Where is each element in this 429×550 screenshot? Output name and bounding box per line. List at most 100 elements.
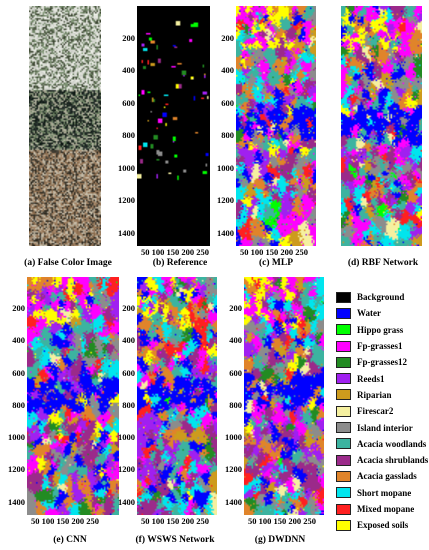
legend-item: Mixed mopane <box>336 501 428 517</box>
legend-swatch <box>336 438 351 450</box>
legend-swatch <box>336 340 351 352</box>
legend-label: Background <box>357 292 405 303</box>
y-tick-label: 600 <box>122 367 135 378</box>
legend-item: Reeds1 <box>336 370 428 386</box>
x-tick-labels: 50 100 150 200 250 <box>141 247 209 257</box>
legend-item: Firescar2 <box>336 403 428 419</box>
legend-item: Acacia shrublands <box>336 452 428 468</box>
map-image-e <box>27 277 119 515</box>
legend-item: Fp-grasses12 <box>336 354 428 370</box>
legend-item: Island interior <box>336 419 428 435</box>
legend: Background Water Hippo grass Fp-grasses1 Fp-… <box>336 289 428 533</box>
y-tick-label: 1200 <box>225 464 242 475</box>
legend-label: Firescar2 <box>357 406 394 417</box>
legend-label: Fp-grasses1 <box>357 341 403 352</box>
legend-item: Fp-grasses1 <box>336 338 428 354</box>
legend-label: Reeds1 <box>357 373 385 384</box>
legend-swatch <box>336 422 351 434</box>
map-panel-c <box>236 6 316 246</box>
x-tick-labels: 50 100 150 200 250 <box>31 516 99 526</box>
caption-g: (g) DWDNN <box>254 535 306 545</box>
y-tick-label: 200 <box>221 32 234 43</box>
legend-swatch <box>336 519 351 531</box>
y-tick-label: 1200 <box>217 195 234 206</box>
y-tick-label: 1000 <box>8 432 25 443</box>
y-tick-label: 1000 <box>217 162 234 173</box>
legend-label: Riparian <box>357 389 392 400</box>
map-image-f <box>137 277 217 515</box>
y-tick-label: 1400 <box>217 227 234 238</box>
y-tick-label: 800 <box>221 130 234 141</box>
x-tick-labels: 50 100 150 200 250 <box>141 516 209 526</box>
legend-swatch <box>336 470 351 482</box>
y-tick-label: 400 <box>12 335 25 346</box>
caption-e: (e) CNN <box>53 535 87 545</box>
legend-item: Hippo grass <box>336 322 428 338</box>
legend-swatch <box>336 454 351 466</box>
y-tick-label: 200 <box>122 303 135 314</box>
legend-item: Acacia gasslads <box>336 468 428 484</box>
caption-c: (c) MLP <box>258 258 294 268</box>
legend-label: Acacia woodlands <box>357 438 427 449</box>
y-tick-label: 1200 <box>118 464 135 475</box>
legend-swatch <box>336 405 351 417</box>
y-tick-label: 1000 <box>118 162 135 173</box>
map-image-g <box>244 277 324 515</box>
y-tick-label: 600 <box>221 97 234 108</box>
y-tick-label: 1400 <box>118 496 135 507</box>
legend-label: Island interior <box>357 422 413 433</box>
y-tick-label: 800 <box>122 130 135 141</box>
y-tick-label: 1400 <box>118 227 135 238</box>
y-tick-label: 1000 <box>118 432 135 443</box>
caption-d: (d) RBF Network <box>347 258 419 268</box>
y-tick-label: 200 <box>12 303 25 314</box>
legend-item: Background <box>336 289 428 305</box>
legend-swatch <box>336 324 351 336</box>
caption-b: (b) Reference <box>152 258 208 268</box>
y-tick-label: 1400 <box>225 496 242 507</box>
x-tick-labels: 50 100 150 200 250 <box>240 247 308 257</box>
y-tick-label: 600 <box>229 367 242 378</box>
legend-swatch <box>336 356 351 368</box>
map-image-a <box>29 6 101 246</box>
legend-label: Short mopane <box>357 487 412 498</box>
map-panel-g <box>244 277 324 515</box>
map-image-b <box>137 6 210 246</box>
legend-item: Acacia woodlands <box>336 436 428 452</box>
legend-swatch <box>336 487 351 499</box>
map-panel-b <box>137 6 210 246</box>
map-panel-a <box>29 6 101 246</box>
y-tick-label: 1200 <box>118 195 135 206</box>
y-tick-label: 400 <box>122 65 135 76</box>
y-tick-label: 800 <box>12 399 25 410</box>
y-tick-label: 400 <box>122 335 135 346</box>
y-tick-label: 600 <box>122 97 135 108</box>
map-panel-e <box>27 277 119 515</box>
legend-label: Fp-grasses12 <box>357 357 407 368</box>
map-image-d <box>341 6 422 246</box>
caption-f: (f) WSWS Network <box>135 535 215 545</box>
caption-a: (a) False Color Image <box>24 258 112 268</box>
legend-swatch <box>336 373 351 385</box>
y-tick-label: 400 <box>229 335 242 346</box>
legend-item: Exposed soils <box>336 517 428 533</box>
map-image-c <box>236 6 316 246</box>
legend-label: Mixed mopane <box>357 504 415 514</box>
legend-swatch <box>336 307 351 319</box>
y-tick-label: 1000 <box>225 432 242 443</box>
legend-label: Exposed soils <box>357 520 409 531</box>
legend-swatch <box>336 291 351 303</box>
legend-label: Hippo grass <box>357 324 404 335</box>
x-tick-labels: 50 100 150 200 250 <box>248 516 316 526</box>
y-tick-label: 800 <box>122 399 135 410</box>
map-panel-d <box>341 6 422 246</box>
y-tick-label: 800 <box>229 399 242 410</box>
map-panel-f <box>137 277 217 515</box>
legend-label: Acacia gasslads <box>357 471 417 482</box>
legend-item: Water <box>336 305 428 321</box>
legend-label: Water <box>357 308 381 319</box>
legend-item: Riparian <box>336 387 428 403</box>
y-tick-label: 1200 <box>8 464 25 475</box>
legend-label: Acacia shrublands <box>357 455 429 466</box>
y-tick-label: 200 <box>122 32 135 43</box>
